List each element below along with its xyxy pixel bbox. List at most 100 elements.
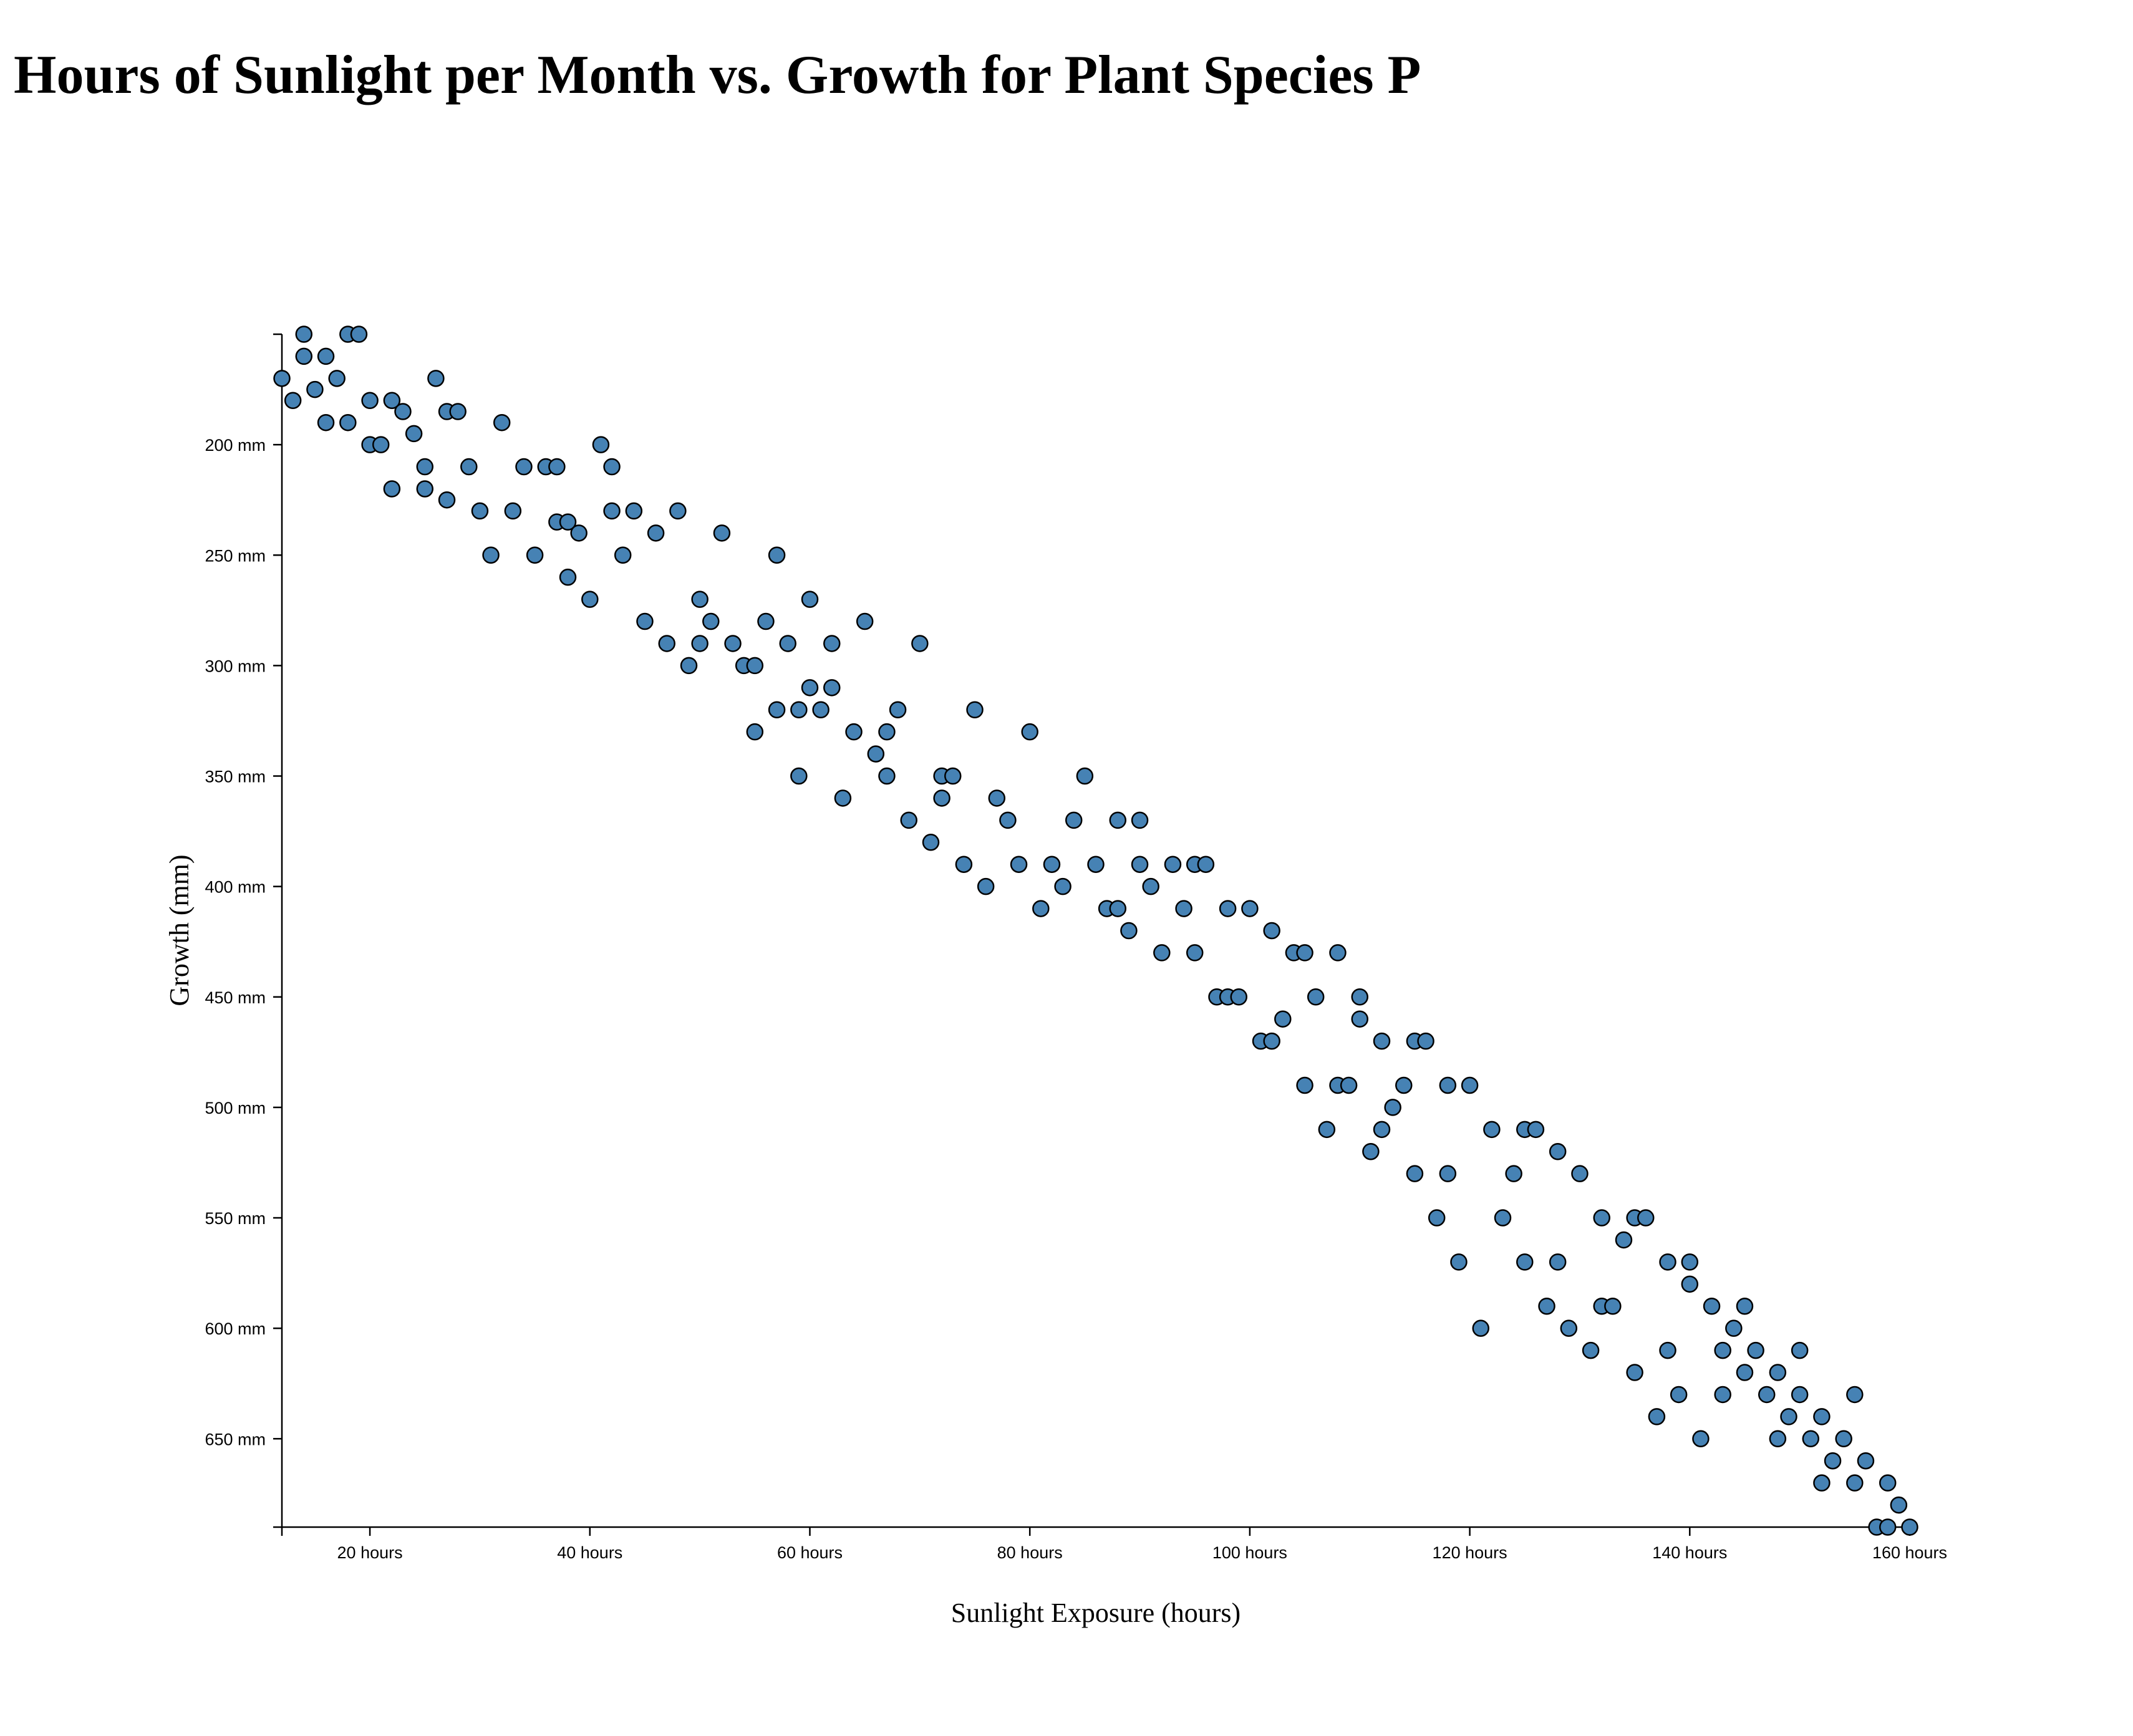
y-tick-label: 450 mm [205, 988, 266, 1007]
data-point [1659, 1341, 1676, 1359]
data-point [1197, 856, 1215, 873]
data-point [1032, 900, 1050, 917]
data-point [823, 679, 841, 697]
data-point [1736, 1364, 1754, 1381]
data-point [647, 524, 665, 542]
data-point [1296, 944, 1313, 962]
y-tick-label: 550 mm [205, 1209, 266, 1228]
data-point [867, 745, 885, 763]
data-point [1076, 767, 1094, 785]
data-point [999, 811, 1017, 829]
data-point [1846, 1474, 1864, 1492]
data-point [790, 701, 808, 718]
data-point [889, 701, 907, 718]
x-tick-label: 40 hours [557, 1543, 622, 1562]
data-point [1615, 1231, 1633, 1249]
data-point [1263, 1032, 1280, 1050]
data-point [1054, 877, 1071, 895]
data-point [559, 513, 577, 531]
data-point [339, 413, 357, 432]
data-point [1351, 988, 1368, 1006]
data-point [746, 723, 764, 741]
data-point [295, 326, 313, 343]
data-point [317, 413, 335, 432]
data-point [1725, 1319, 1743, 1337]
x-tick-label: 120 hours [1433, 1543, 1507, 1562]
y-tick-label: 300 mm [205, 657, 266, 675]
data-point [1890, 1496, 1908, 1514]
data-point [1802, 1430, 1820, 1448]
data-point [1560, 1319, 1578, 1337]
data-point [1329, 944, 1347, 962]
data-point [1450, 1253, 1468, 1271]
data-point [1791, 1341, 1809, 1359]
data-point [449, 403, 467, 420]
data-point [944, 767, 962, 785]
data-point [1714, 1341, 1731, 1359]
data-point [1604, 1297, 1622, 1315]
data-point [779, 635, 796, 652]
data-point [1043, 856, 1061, 873]
data-point [1131, 856, 1149, 873]
data-point [1516, 1253, 1534, 1271]
data-point [1373, 1121, 1391, 1139]
data-point [1483, 1121, 1501, 1139]
data-point [548, 458, 566, 476]
data-point [702, 612, 720, 630]
data-point [1824, 1452, 1842, 1470]
data-point [878, 767, 896, 785]
data-point [1879, 1518, 1897, 1536]
data-point [1846, 1386, 1864, 1404]
data-point [328, 370, 346, 387]
data-point [911, 635, 929, 652]
data-point [383, 480, 401, 498]
data-point [966, 701, 984, 718]
data-point [1549, 1253, 1567, 1271]
data-point [1428, 1209, 1446, 1227]
data-point [416, 480, 434, 498]
data-point [1263, 922, 1280, 940]
data-point [1395, 1076, 1413, 1094]
data-point [1472, 1319, 1489, 1337]
data-point [746, 657, 764, 675]
data-point [1527, 1121, 1545, 1139]
data-point [306, 380, 324, 398]
data-point [1120, 922, 1138, 940]
data-point [1736, 1297, 1754, 1315]
data-point [768, 701, 786, 718]
data-point [603, 458, 621, 476]
x-tick-label: 20 hours [337, 1543, 403, 1562]
data-point [1648, 1408, 1666, 1425]
data-point [581, 591, 599, 608]
data-point [273, 370, 291, 387]
data-point [933, 789, 950, 807]
data-point [1582, 1341, 1600, 1359]
y-axis: 200 mm 250 mm 300 mm 350 mm 400 mm 450 mm 500 … [205, 333, 283, 1528]
data-point [1813, 1474, 1831, 1492]
data-point [1131, 811, 1149, 829]
data-point [515, 458, 533, 476]
data-point [1109, 900, 1127, 917]
data-point [482, 546, 500, 564]
data-point [1164, 856, 1182, 873]
data-point [1703, 1297, 1721, 1315]
data-point [713, 524, 731, 542]
data-point [1230, 988, 1248, 1006]
data-point [1307, 988, 1325, 1006]
data-point [1758, 1386, 1776, 1404]
x-tick-label: 100 hours [1212, 1543, 1287, 1562]
data-point [1813, 1408, 1831, 1425]
x-tick-label: 140 hours [1652, 1543, 1727, 1562]
data-point [845, 723, 863, 741]
data-point [1692, 1430, 1710, 1448]
data-point [812, 701, 830, 718]
data-point [405, 425, 423, 443]
chart-title: Hours of Sunlight per Month vs. Growth f… [14, 45, 1421, 105]
data-point [691, 635, 709, 652]
data-point [636, 612, 654, 630]
data-point [1340, 1076, 1358, 1094]
data-point [1384, 1099, 1401, 1116]
data-point [1835, 1430, 1852, 1448]
data-point [922, 834, 940, 851]
data-point [1406, 1165, 1424, 1182]
